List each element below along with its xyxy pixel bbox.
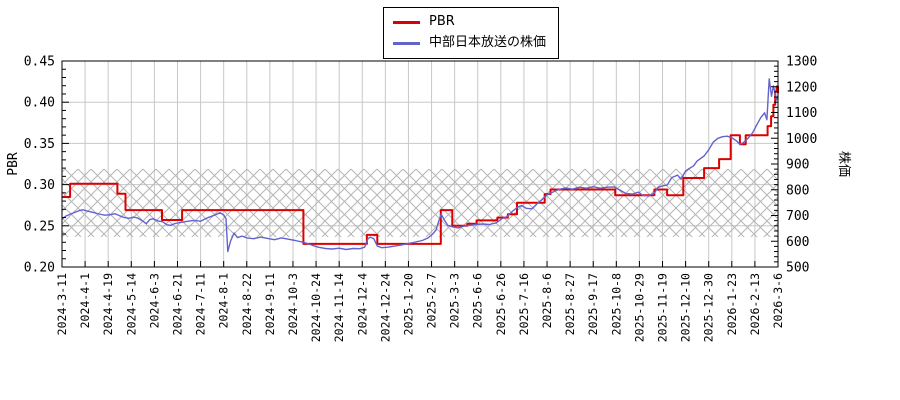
x-axis-tick-label: 2024-6-3: [147, 273, 161, 328]
valuation-band: [62, 168, 778, 237]
x-axis-tick-label: 2025-12-10: [679, 273, 693, 342]
x-axis-tick-label: 2025-8-6: [540, 273, 554, 328]
x-axis-tick-label: 2026-3-6: [771, 273, 785, 328]
x-axis-tick-label: 2026-1-23: [725, 273, 739, 335]
x-axis-tick-label: 2025-10-29: [632, 273, 646, 342]
left-axis-tick-label: 0.45: [24, 55, 55, 70]
axis-ticks: [61, 60, 779, 268]
pbr-series-line: [62, 85, 779, 245]
right-axis-tick-label: 1100: [786, 106, 817, 121]
left-axis-title: PBR: [6, 152, 21, 176]
data-series: [61, 78, 779, 253]
legend-item-pbr: PBR: [393, 13, 546, 31]
x-axis-tick-label: 2025-10-8: [609, 273, 623, 335]
left-axis-tick-label: 0.30: [24, 178, 55, 193]
right-axis-tick-label: 600: [786, 235, 809, 250]
right-axis-tick-label: 500: [786, 261, 809, 276]
x-axis-tick-label: 2025-8-27: [563, 273, 577, 335]
x-axis-tick-label: 2024-4-19: [101, 273, 115, 335]
x-axis-tick-label: 2024-3-11: [55, 273, 69, 335]
right-axis-tick-label: 700: [786, 209, 809, 224]
x-axis-tick-label: 2024-9-11: [263, 273, 277, 335]
x-axis-tick-label: 2024-4-1: [78, 273, 92, 328]
x-axis-tick-label: 2024-8-1: [217, 273, 231, 328]
x-axis-tick-label: 2025-11-19: [656, 273, 670, 342]
x-axis-tick-labels: 2024-3-11 2024-4-1 2024-4-19 2024-5-14 2024-…: [55, 273, 785, 342]
left-axis-tick-label: 0.40: [24, 96, 55, 111]
x-axis-tick-label: 2025-12-30: [702, 273, 716, 342]
x-axis-tick-label: 2025-9-17: [586, 273, 600, 335]
x-axis-tick-label: 2024-10-3: [286, 273, 300, 335]
legend-label-pbr: PBR: [429, 14, 455, 29]
right-axis-tick-label: 900: [786, 158, 809, 173]
left-axis-tick-label: 0.25: [24, 219, 55, 234]
legend-item-stock-price: 中部日本放送の株価: [393, 34, 546, 52]
right-axis-tick-label: 800: [786, 183, 809, 198]
x-axis-tick-label: 2024-5-14: [124, 273, 138, 335]
x-axis-tick-label: 2024-12-4: [355, 273, 369, 335]
x-axis-tick-label: 2024-12-24: [378, 273, 392, 342]
pbr-line-swatch: [393, 20, 420, 24]
right-axis-tick-label: 1200: [786, 80, 817, 95]
legend: PBR 中部日本放送の株価: [383, 7, 560, 59]
x-axis-tick-label: 2025-2-7: [425, 273, 439, 328]
left-axis-tick-labels: 0.20 0.25 0.30 0.35 0.40 0.45: [24, 55, 55, 276]
axis-titles: PBR 株価: [6, 151, 851, 177]
x-axis-tick-label: 2025-3-3: [448, 273, 462, 328]
x-axis-tick-label: 2024-8-22: [240, 273, 254, 335]
x-axis-tick-label: 2024-11-14: [332, 273, 346, 342]
x-axis-tick-label: 2025-6-26: [494, 273, 508, 335]
legend-label-stock-price: 中部日本放送の株価: [429, 35, 547, 50]
stock-price-line-swatch: [393, 41, 420, 45]
x-axis-tick-label: 2025-1-20: [401, 273, 415, 335]
x-axis-tick-label: 2024-7-11: [194, 273, 208, 335]
left-axis-tick-label: 0.20: [24, 261, 55, 276]
left-axis-tick-label: 0.35: [24, 137, 55, 152]
x-axis-tick-label: 2025-7-16: [517, 273, 531, 335]
x-axis-tick-label: 2026-2-13: [748, 273, 762, 335]
right-axis-tick-label: 1000: [786, 132, 817, 147]
x-axis-tick-label: 2025-6-6: [471, 273, 485, 328]
x-axis-tick-label: 2024-10-24: [309, 273, 323, 342]
right-axis-title: 株価: [836, 151, 851, 177]
right-axis-tick-labels: 500 600 700 800 900 1000 1100 1200 1300: [786, 55, 817, 276]
right-axis-tick-label: 1300: [786, 55, 817, 70]
stock-price-series-line: [61, 78, 779, 253]
x-axis-tick-label: 2024-6-21: [170, 273, 184, 335]
